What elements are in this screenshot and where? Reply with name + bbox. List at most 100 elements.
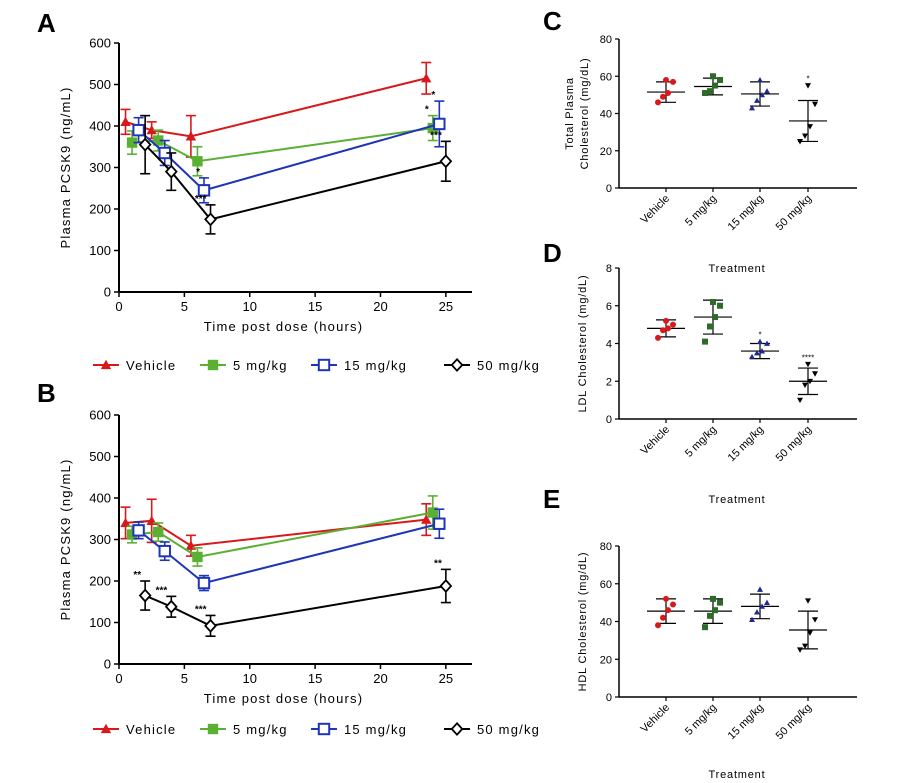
series-2	[132, 100, 446, 204]
data-point	[433, 517, 446, 530]
y-tick-label: 400	[89, 491, 111, 506]
data-point	[812, 617, 818, 623]
data-point	[757, 586, 763, 592]
series-line	[144, 584, 447, 627]
panel-d: D 0 2 4 6 8 Vehicle 5 mg/kg 15 mg/kg 50 mg/kg Trea…	[543, 238, 857, 506]
data-point	[754, 349, 760, 356]
significance-label: ****	[802, 353, 814, 362]
data-point	[132, 123, 145, 137]
x-tick-label: 5 mg/kg	[683, 424, 719, 460]
data-point	[764, 599, 770, 606]
data-point	[670, 78, 676, 85]
x-tick-label: 25	[439, 299, 453, 314]
legend: Vehicle 5 mg/kg 15 mg/kg 50 mg/kg	[93, 357, 540, 373]
y-tick-label: 2	[606, 376, 612, 388]
data-point	[126, 137, 138, 148]
y-axis-title: HDL Cholesterol (mg/dL)	[577, 552, 589, 692]
y-tick-label: 0	[606, 692, 612, 704]
y-tick-label: 60	[600, 71, 612, 83]
data-point	[427, 507, 438, 518]
y-axis-title: Total Plasma	[564, 77, 576, 150]
panel-label: A	[37, 8, 56, 38]
y-tick-label: 0	[606, 183, 612, 195]
data-point	[655, 622, 661, 629]
significance-label: ***	[195, 604, 207, 615]
data-point	[797, 139, 803, 145]
data-point	[707, 88, 713, 95]
legend-marker	[450, 357, 464, 373]
significance-label: *	[806, 75, 809, 84]
data-point	[126, 529, 138, 540]
significance-label: ***	[195, 194, 207, 205]
group-0	[647, 76, 685, 106]
x-axis-title: Time post dose (hours)	[204, 691, 364, 706]
data-point	[802, 382, 808, 389]
legend-marker	[207, 723, 219, 735]
legend-label: 5 mg/kg	[233, 358, 288, 373]
data-point	[660, 614, 666, 621]
y-axis-title: Plasma PCSK9 (ng/mL)	[58, 459, 73, 621]
y-tick-label: 600	[89, 36, 111, 51]
x-tick-label: 50 mg/kg	[774, 702, 814, 742]
data-point	[802, 133, 808, 139]
x-tick-label: 0	[115, 671, 122, 686]
y-tick-label: 80	[600, 541, 612, 553]
legend: Vehicle 5 mg/kg 15 mg/kg 50 mg/kg	[93, 721, 539, 737]
series-line	[144, 143, 447, 221]
data-point	[702, 338, 708, 345]
significance-label: *	[758, 331, 761, 340]
legend-marker	[100, 723, 112, 734]
data-point	[433, 117, 446, 131]
x-tick-label: 0	[115, 299, 122, 314]
series-1	[126, 495, 438, 567]
y-axis-title: LDL Cholesterol (mg/dL)	[577, 275, 589, 413]
series-line	[131, 511, 433, 558]
data-point	[757, 76, 763, 83]
x-axis-title: Time post dose (hours)	[204, 319, 364, 334]
data-point	[120, 116, 131, 127]
data-point	[670, 601, 676, 608]
data-point	[710, 298, 716, 305]
y-tick-label: 20	[600, 146, 612, 158]
data-point	[759, 603, 765, 609]
series-line	[125, 77, 427, 138]
data-point	[138, 588, 152, 603]
panel-label: E	[543, 484, 560, 514]
panel-label: C	[543, 6, 562, 36]
legend-label: 50 mg/kg	[477, 358, 540, 373]
y-tick-label: 80	[600, 34, 612, 46]
y-tick-label: 0	[606, 414, 612, 426]
data-point	[660, 93, 666, 100]
group-2: *	[741, 331, 779, 360]
x-tick-label: 50 mg/kg	[774, 193, 814, 233]
panel-label: B	[37, 378, 56, 408]
data-point	[807, 124, 813, 130]
x-tick-label: 5	[181, 671, 188, 686]
group-3: *	[789, 75, 827, 145]
y-tick-label: 0	[104, 657, 111, 672]
data-point	[717, 302, 723, 309]
data-point	[655, 334, 661, 341]
x-tick-label: 15 mg/kg	[726, 424, 766, 464]
data-point	[665, 90, 671, 97]
data-point	[754, 609, 760, 615]
y-tick-label: 4	[606, 339, 612, 351]
data-point	[702, 90, 708, 97]
significance-label: **	[434, 558, 442, 569]
panel-c: C 0 20 40 60 80 Vehicle 5 mg/kg 15 mg/kg 50 mg/kg…	[543, 6, 857, 275]
y-tick-label: 500	[89, 77, 111, 92]
x-axis-title: Treatment	[709, 263, 766, 275]
legend-label: 5 mg/kg	[233, 722, 288, 737]
y-tick-label: 200	[89, 574, 111, 589]
legend-label: Vehicle	[126, 358, 176, 373]
data-point	[421, 73, 432, 83]
data-point	[749, 104, 755, 111]
data-point	[757, 338, 763, 345]
panel-b: B 0 100 200 300 400 500 600 0 5 10 15 20 25 Time post …	[37, 378, 539, 737]
series-line	[137, 522, 440, 585]
data-point	[153, 526, 164, 538]
data-point	[802, 643, 808, 650]
data-point	[421, 514, 432, 524]
data-point	[807, 630, 813, 636]
